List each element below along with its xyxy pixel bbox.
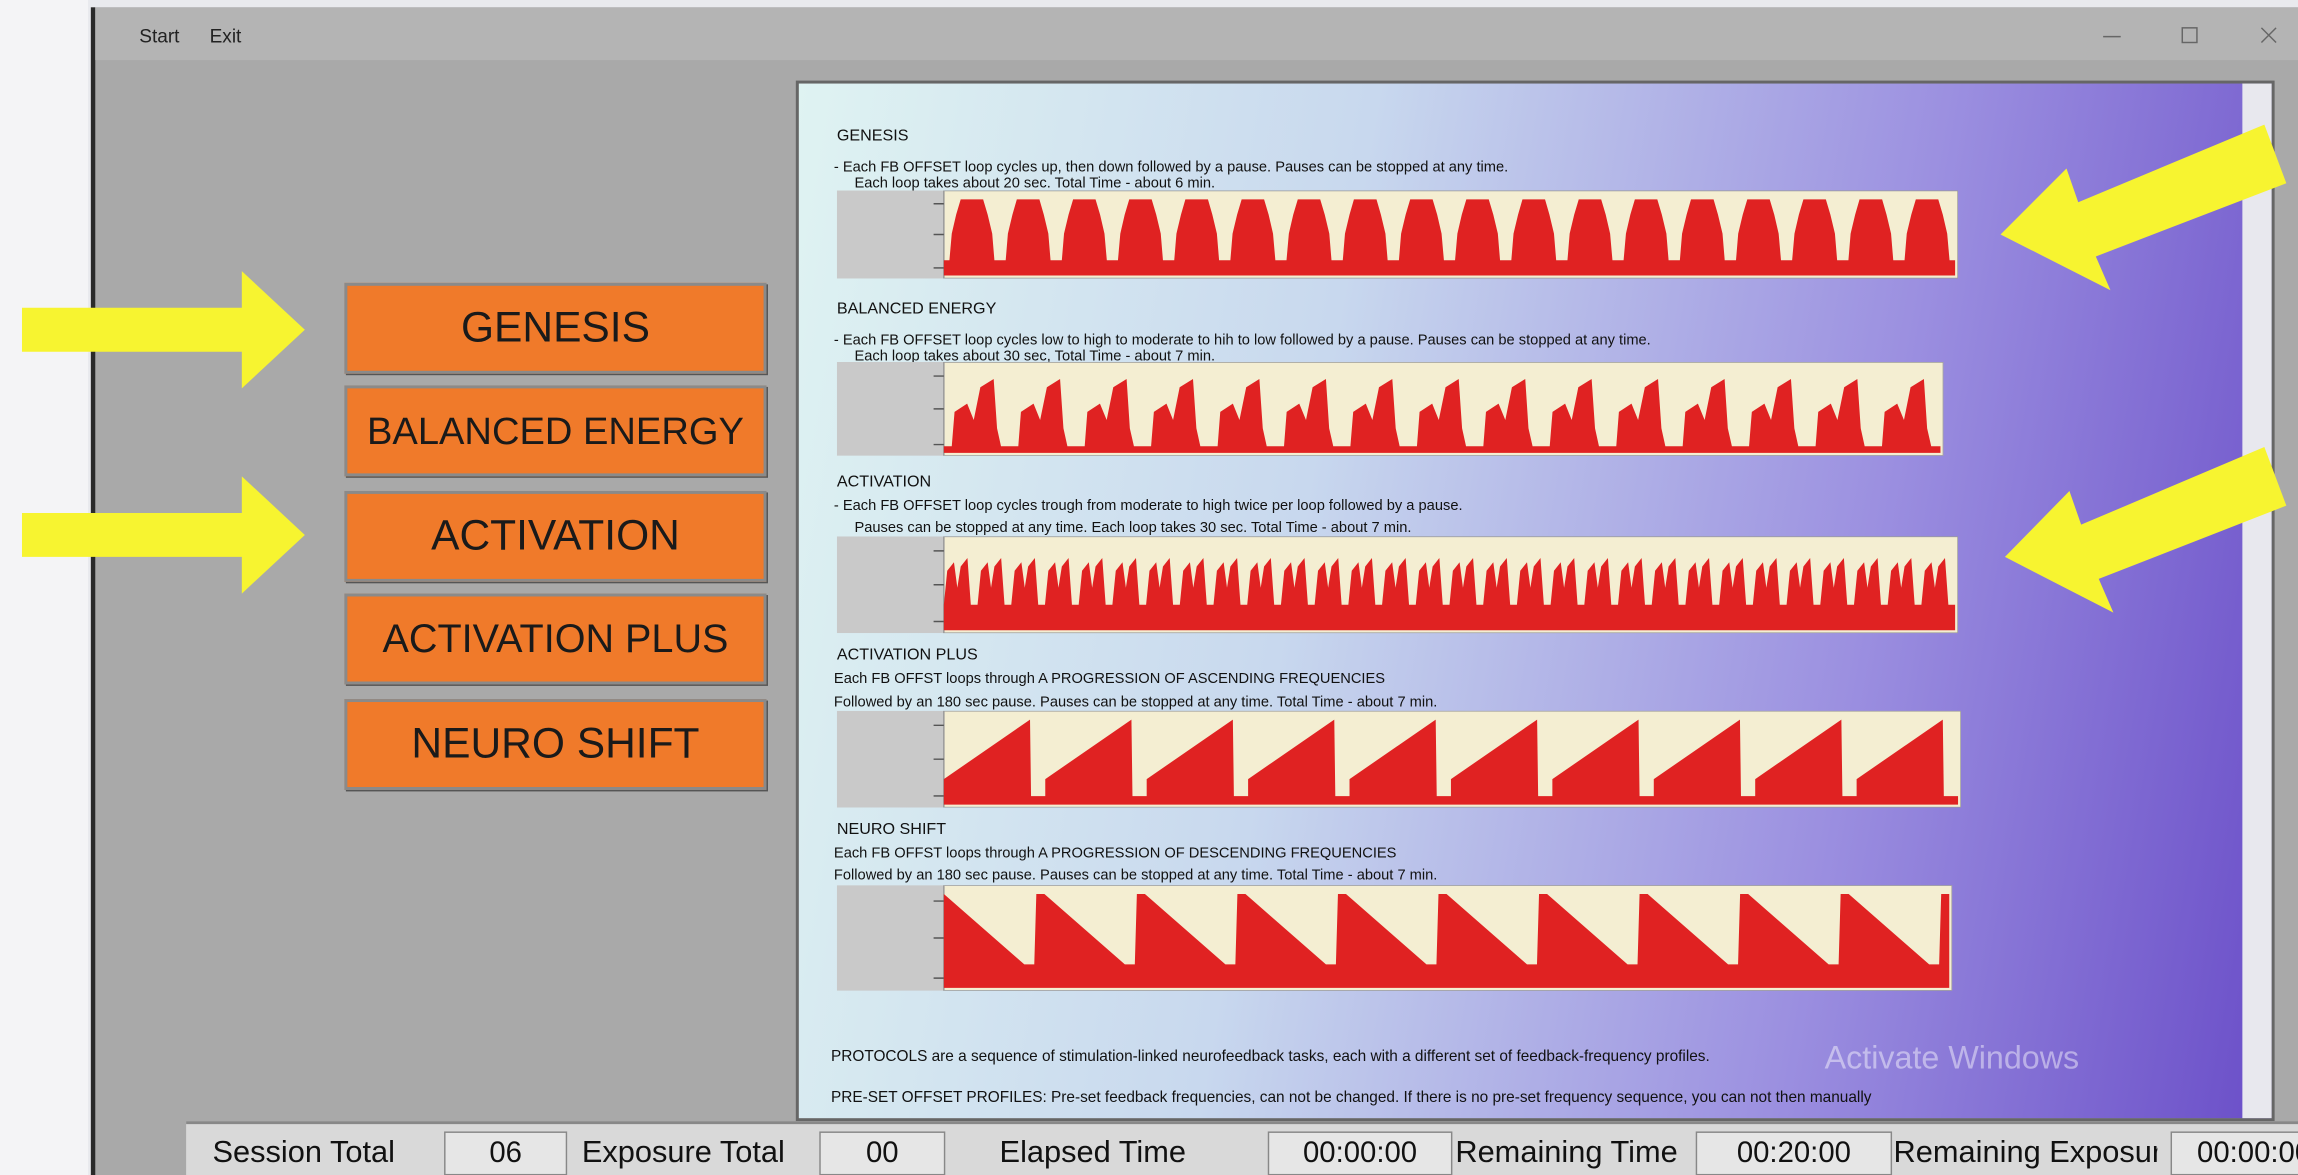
protocol-description: Each loop takes about 20 sec. Total Time…: [854, 175, 1216, 192]
protocol-description: - Each FB OFFSET loop cycles trough from…: [833, 498, 1463, 515]
protocol-description: Each FB OFFST loops through A PROGRESSIO…: [833, 671, 1386, 688]
axis-area: [836, 190, 944, 279]
axis-area: [836, 362, 944, 456]
protocol-button[interactable]: ACTIVATION PLUS: [344, 593, 767, 685]
waveform-preview: [836, 710, 1961, 808]
waveform: [943, 557, 1956, 631]
arrow: [2004, 447, 2287, 613]
protocol-description: Each FB OFFST loops through A PROGRESSIO…: [833, 845, 1397, 862]
protocol-title: NEURO SHIFT: [836, 820, 947, 839]
scrollbar[interactable]: [2242, 83, 2272, 1119]
waveform: [943, 894, 1950, 988]
waveform: [943, 199, 1956, 276]
waveform-preview: [836, 362, 1944, 456]
arrow: [21, 271, 305, 389]
protocol-title: ACTIVATION: [836, 473, 932, 491]
app-window: Start Exit GENESIS BALANCED ENERGY ACTIV…: [90, 7, 2298, 1175]
axis-area: [836, 885, 944, 991]
status-value: 00:00:00: [2170, 1131, 2298, 1175]
waveform-preview: [836, 190, 1959, 279]
protocol-description: Followed by an 180 sec pause. Pauses can…: [833, 867, 1438, 884]
axis-area: [836, 536, 944, 634]
protocol-button[interactable]: GENESIS: [344, 282, 767, 374]
status-value: 00:20:00: [1695, 1131, 1893, 1175]
protocol-description: - Each FB OFFSET loop cycles up, then do…: [833, 159, 1509, 176]
watermark: Activate Windows: [1824, 1039, 2080, 1076]
protocol-description: Pauses can be stopped at any time. Each …: [854, 520, 1412, 537]
protocol-title: ACTIVATION PLUS: [836, 646, 978, 664]
protocol-panel: PROTOCOLS are a sequence of stimulation-…: [795, 80, 2275, 1122]
protocol-title: BALANCED ENERGY: [836, 300, 997, 319]
protocol-description: Followed by an 180 sec pause. Pauses can…: [833, 694, 1438, 711]
arrow: [21, 476, 305, 594]
protocol-button[interactable]: NEURO SHIFT: [344, 699, 767, 790]
status-value: 00: [819, 1131, 946, 1175]
menu-item[interactable]: Exit: [209, 24, 242, 47]
arrow: [2000, 124, 2287, 291]
status-bar: Session Total 06 Exposure Total 00 Elapsed T…: [186, 1121, 2298, 1175]
left-strip: [0, 0, 88, 1175]
status-value: 06: [444, 1131, 568, 1175]
waveform-preview: [836, 536, 1959, 634]
status-label: Session Total: [212, 1135, 396, 1170]
maximize[interactable]: [2181, 27, 2198, 44]
protocol-description: - Each FB OFFSET loop cycles low to high…: [833, 332, 1651, 349]
waveform: [943, 719, 1959, 805]
status-label: Exposure Total: [581, 1135, 785, 1170]
protocol-title: GENESIS: [836, 127, 909, 146]
status-label: Elapsed Time: [999, 1135, 1187, 1170]
protocol-button[interactable]: BALANCED ENERGY: [344, 385, 767, 477]
axis-area: [836, 710, 944, 808]
waveform: [943, 379, 1941, 453]
waveform-preview: [836, 885, 1953, 991]
window-controls[interactable]: [2088, 19, 2293, 48]
protocol-button[interactable]: ACTIVATION: [344, 490, 767, 582]
protocol-description: Each loop takes about 30 sec, Total Time…: [854, 348, 1216, 365]
title-bar: Start Exit: [95, 7, 2298, 61]
status-label: Remaining Exposure: [1893, 1135, 2158, 1170]
status-label: Remaining Time: [1455, 1135, 1678, 1170]
status-value: 00:00:00: [1267, 1131, 1453, 1175]
footer-note: PRE-SET OFFSET PROFILES: Pre-set feedbac…: [830, 1088, 1872, 1107]
footer-note: PROTOCOLS are a sequence of stimulation-…: [830, 1047, 1710, 1066]
menu-item[interactable]: Start: [139, 24, 180, 47]
close[interactable]: [2260, 27, 2277, 44]
